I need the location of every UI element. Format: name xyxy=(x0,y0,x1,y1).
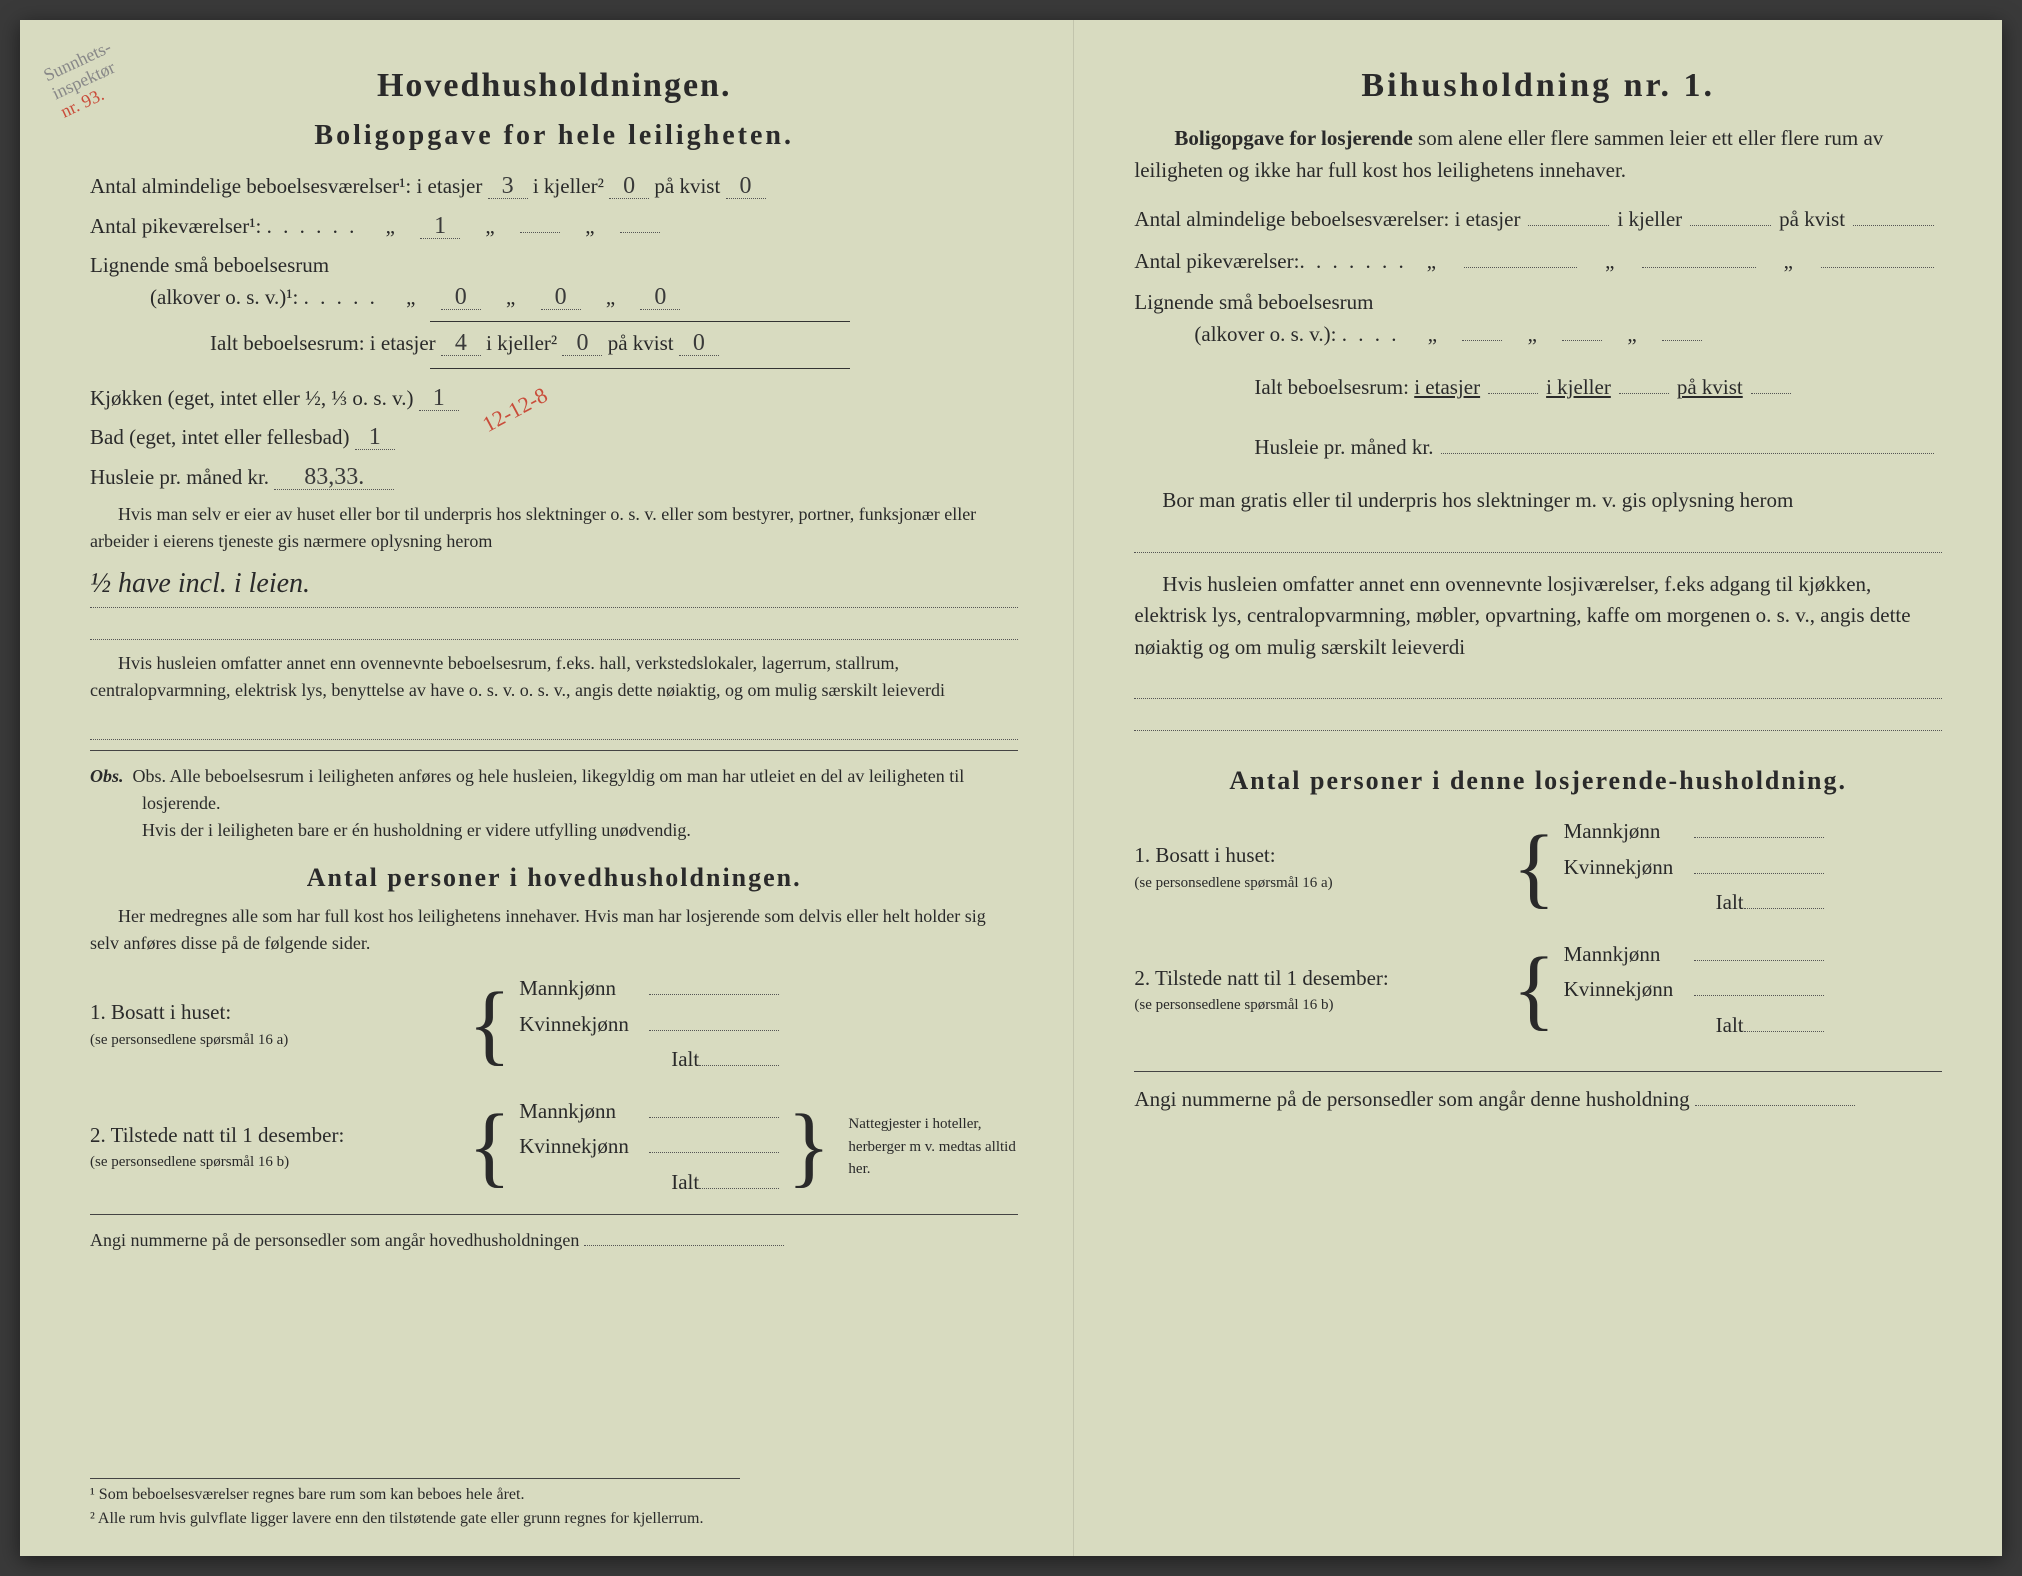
row-alkover: Lignende små beboelsesrum (alkover o. s.… xyxy=(90,250,1018,313)
r-block-tilstede: 2. Tilstede natt til 1 desember: (se per… xyxy=(1134,935,1942,1046)
note-nattegjester: Nattegjester i hoteller, herberger m v. … xyxy=(838,1113,1018,1181)
r-row2: Antal pikeværelser: . . . . . . . „ „ „ xyxy=(1134,246,1942,278)
r-husleie: Husleie pr. måned kr. xyxy=(1134,432,1942,464)
val-husleie: 83,33. xyxy=(274,465,394,490)
obs-block: Obs. Obs. Alle beboelsesrum i leilighete… xyxy=(90,763,1018,844)
r-para1: Bor man gratis eller til underpris hos s… xyxy=(1134,485,1942,517)
brace-icon: { xyxy=(460,1092,519,1203)
r-blank-2 xyxy=(1134,671,1942,699)
rule-1 xyxy=(90,750,1018,751)
brace-icon: { xyxy=(1504,812,1563,923)
left-page: Sunnhets- inspektør nr. 93. Hovedhushold… xyxy=(20,20,1074,1556)
r-block-bosatt: 1. Bosatt i huset: (se personsedlene spø… xyxy=(1134,812,1942,923)
right-page: Bihusholdning nr. 1. Boligopgave for los… xyxy=(1074,20,2002,1556)
r-ialt: Ialt beboelsesrum: i etasjer i kjeller p… xyxy=(1134,372,1942,404)
r-blank-1 xyxy=(1134,525,1942,553)
sum-et: 4 xyxy=(441,331,481,356)
sum-rule xyxy=(430,321,850,322)
row-vaerelser: Antal almindelige beboelsesværelser¹: i … xyxy=(90,171,1018,203)
brace-icon: } xyxy=(779,1092,838,1203)
val-alk-b: 0 xyxy=(541,285,581,310)
val-pike: 1 xyxy=(420,214,460,239)
r-angi: Angi nummerne på de personsedler som ang… xyxy=(1134,1084,1942,1116)
block-tilstede: 2. Tilstede natt til 1 desember: (se per… xyxy=(90,1092,1018,1203)
para-medregnes: Her medregnes alle som har full kost hos… xyxy=(90,903,1018,957)
sum-kv: 0 xyxy=(679,331,719,356)
r-row1: Antal almindelige beboelsesværelser: i e… xyxy=(1134,204,1942,236)
blank-line-2 xyxy=(90,712,1018,740)
para-owner: Hvis man selv er eier av huset eller bor… xyxy=(90,501,1018,555)
left-title: Hovedhusholdningen. xyxy=(90,60,1018,111)
document-spread: Sunnhets- inspektør nr. 93. Hovedhushold… xyxy=(20,20,2002,1556)
val-kvist: 0 xyxy=(726,174,766,199)
sum-kj: 0 xyxy=(562,331,602,356)
row-pike: Antal pikeværelser¹: . . . . . . „ 1 „ „ xyxy=(90,211,1018,243)
val-alk-a: 0 xyxy=(441,285,481,310)
brace-icon: { xyxy=(460,969,519,1080)
val-kjeller: 0 xyxy=(609,174,649,199)
row-husleie: Husleie pr. måned kr. 83,33. xyxy=(90,462,1018,494)
r-row3: Lignende små beboelsesrum (alkover o. s.… xyxy=(1134,287,1942,350)
r-blank-3 xyxy=(1134,703,1942,731)
h3-antal: Antal personer i hovedhusholdningen. xyxy=(90,858,1018,897)
angi-line: Angi nummerne på de personsedler som ang… xyxy=(90,1227,1018,1254)
row-kjokken: Kjøkken (eget, intet eller ½, ⅓ o. s. v.… xyxy=(90,383,1018,415)
footnotes: ¹ Som beboelsesværelser regnes bare rum … xyxy=(90,1478,1018,1531)
r-rule xyxy=(1134,1071,1942,1072)
val-kjokken: 1 xyxy=(419,386,459,411)
r-para2: Hvis husleien omfatter annet enn ovennev… xyxy=(1134,569,1942,664)
blank-line-1 xyxy=(90,612,1018,640)
para-husleien: Hvis husleien omfatter annet enn ovennev… xyxy=(90,650,1018,704)
block-bosatt: 1. Bosatt i huset: (se personsedlene spø… xyxy=(90,969,1018,1080)
right-title: Bihusholdning nr. 1. xyxy=(1134,60,1942,111)
r-h3: Antal personer i denne losjerende-hushol… xyxy=(1134,761,1942,800)
row-bad: Bad (eget, intet eller fellesbad) 1 xyxy=(90,422,1018,454)
val-bad: 1 xyxy=(355,425,395,450)
intro-para: Boligopgave for losjerende som alene ell… xyxy=(1134,123,1942,186)
val-alk-c: 0 xyxy=(640,285,680,310)
brace-icon: { xyxy=(1504,935,1563,1046)
handwritten-note: ½ have incl. i leien. xyxy=(90,563,1018,608)
left-subtitle: Boligopgave for hele leiligheten. xyxy=(90,115,1018,157)
rule-2 xyxy=(90,1214,1018,1215)
val-etasjer: 3 xyxy=(488,174,528,199)
row-ialt: Ialt beboelsesrum: i etasjer 4 i kjeller… xyxy=(90,328,1018,360)
sum-rule-2 xyxy=(430,368,850,369)
